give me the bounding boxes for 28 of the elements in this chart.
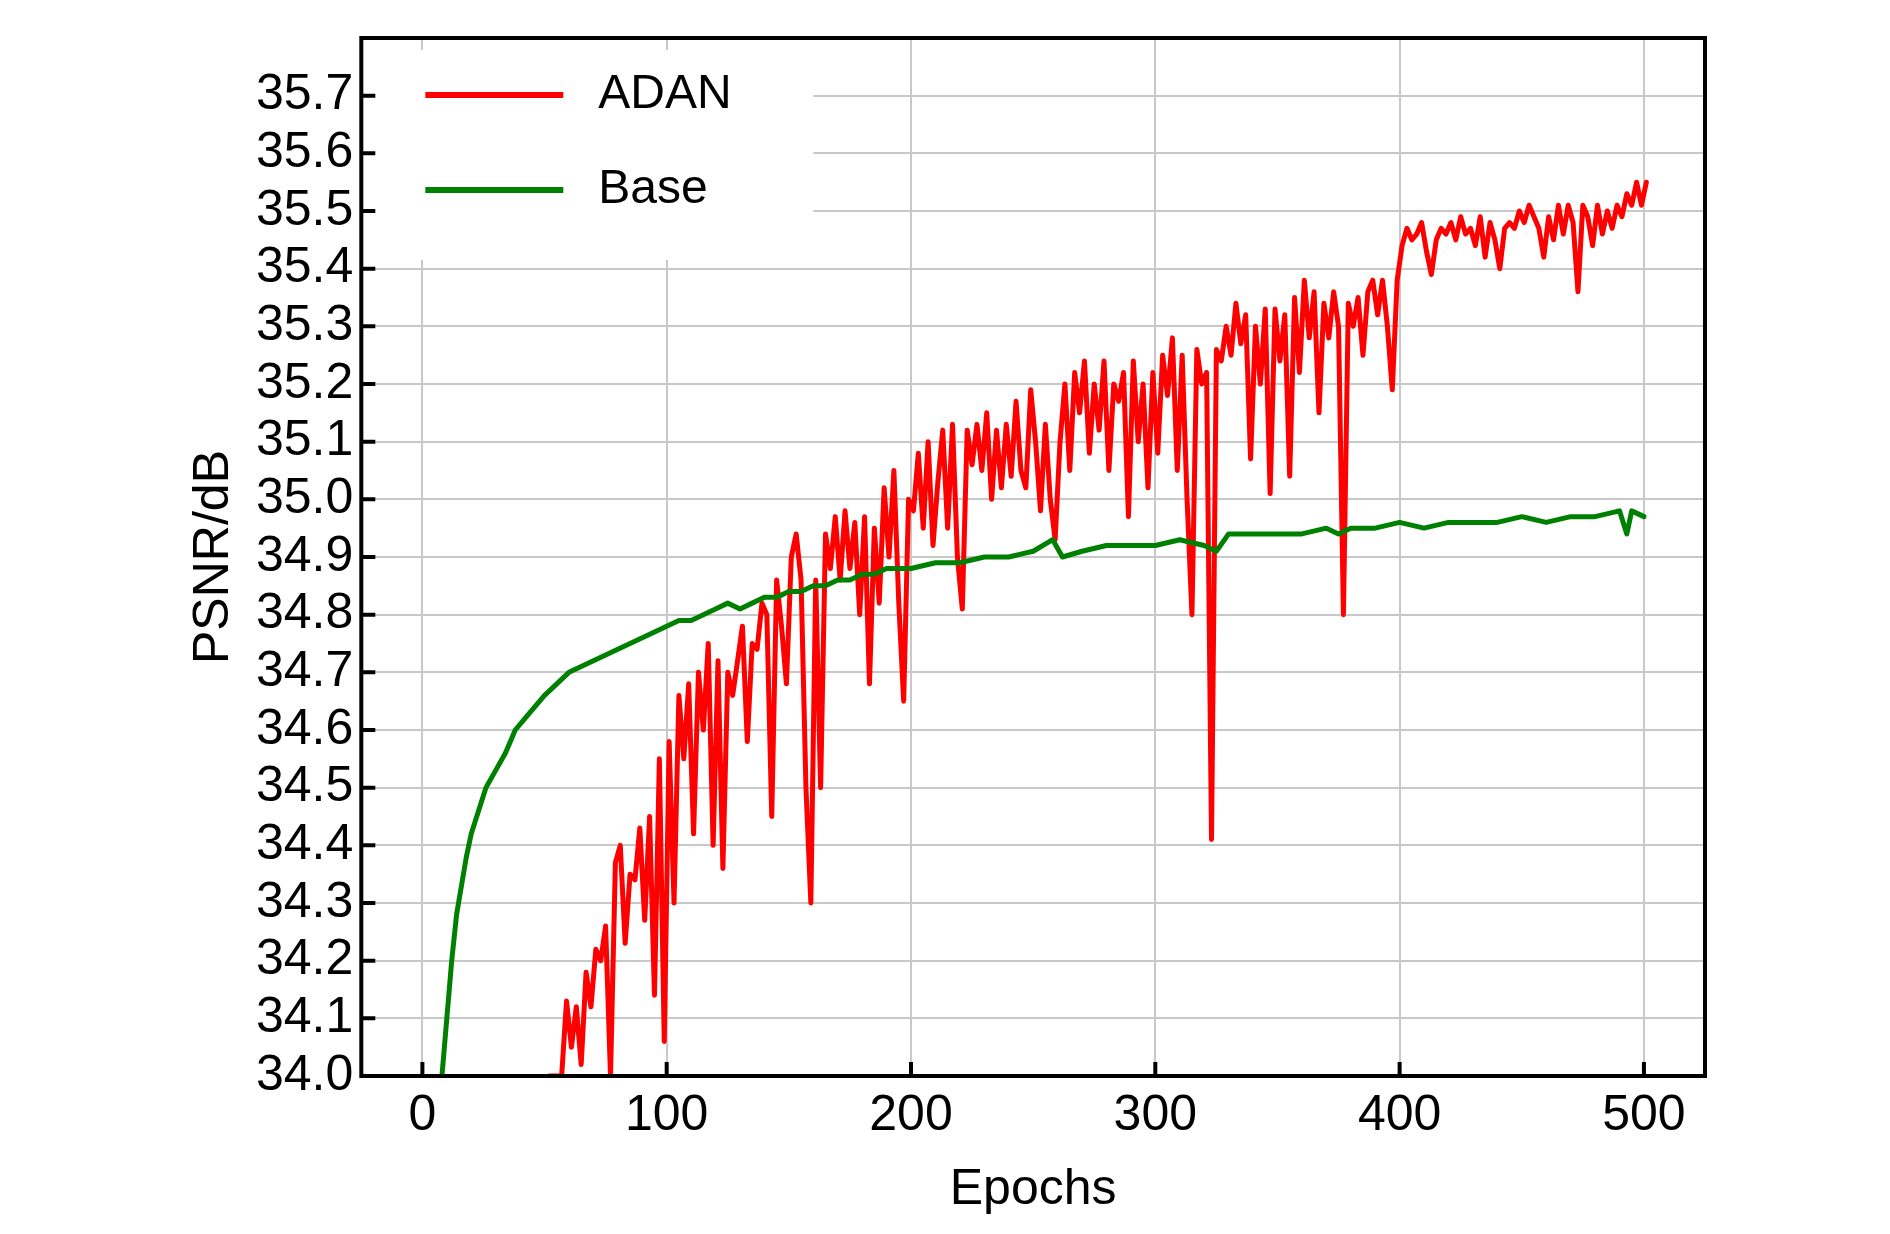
x-tick-label: 200 bbox=[869, 1084, 953, 1141]
x-tick-label: 100 bbox=[624, 1084, 709, 1141]
x-tick-label: 0 bbox=[408, 1084, 437, 1141]
legend-label: Base bbox=[598, 160, 708, 214]
y-tick-label: 34.8 bbox=[255, 583, 354, 640]
y-tick-label: 35.7 bbox=[255, 64, 354, 121]
legend-label: ADAN bbox=[598, 65, 732, 119]
x-tick-label: 500 bbox=[1602, 1084, 1686, 1141]
y-tick-label: 34.9 bbox=[255, 525, 354, 582]
y-tick-label: 35.1 bbox=[255, 410, 354, 467]
x-tick-label: 400 bbox=[1357, 1084, 1442, 1141]
y-tick-label: 35.4 bbox=[255, 237, 354, 294]
y-tick-label: 34.0 bbox=[255, 1044, 354, 1101]
y-tick-label: 35.2 bbox=[255, 352, 354, 409]
y-axis-title: PSNR/dB bbox=[182, 450, 239, 664]
y-tick-label: 35.3 bbox=[255, 295, 354, 352]
y-tick-label: 34.2 bbox=[255, 929, 354, 986]
y-tick-label: 34.1 bbox=[255, 987, 354, 1044]
x-axis-title: Epochs bbox=[949, 1158, 1117, 1215]
y-tick-label: 34.3 bbox=[255, 871, 354, 928]
y-tick-label: 34.5 bbox=[255, 756, 354, 813]
y-tick-label: 34.6 bbox=[255, 698, 354, 755]
y-tick-label: 35.0 bbox=[255, 468, 354, 525]
y-tick-label: 34.7 bbox=[255, 641, 354, 698]
x-tick-label: 300 bbox=[1113, 1084, 1198, 1141]
y-tick-label: 34.4 bbox=[255, 814, 354, 871]
y-tick-label: 35.5 bbox=[255, 179, 354, 236]
y-tick-label: 35.6 bbox=[255, 122, 354, 179]
